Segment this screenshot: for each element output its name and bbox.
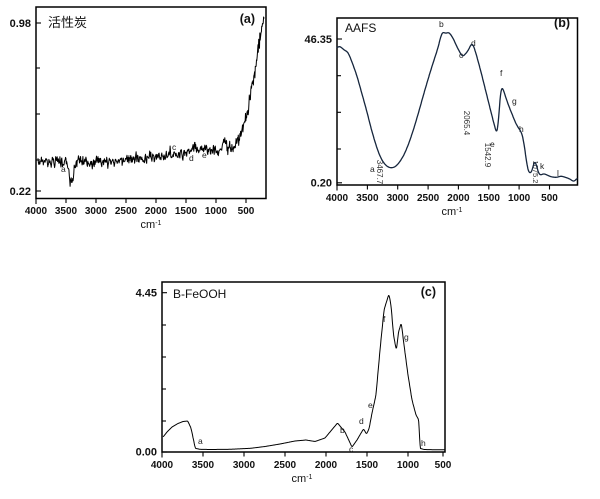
svg-text:d: d	[189, 153, 194, 163]
svg-text:2000: 2000	[315, 460, 338, 471]
svg-text:1000: 1000	[397, 460, 420, 471]
svg-text:B-FeOOH: B-FeOOH	[173, 287, 226, 301]
svg-text:3500: 3500	[55, 206, 78, 217]
svg-text:4000: 4000	[25, 206, 48, 217]
svg-text:3000: 3000	[387, 193, 410, 204]
svg-text:e: e	[202, 150, 207, 160]
svg-text:0.22: 0.22	[10, 186, 31, 198]
svg-text:a: a	[370, 164, 375, 174]
svg-text:AAFS: AAFS	[345, 21, 376, 35]
svg-text:1500: 1500	[175, 206, 198, 217]
svg-text:4000: 4000	[326, 193, 349, 204]
svg-text:a: a	[198, 436, 203, 446]
svg-text:2065.4: 2065.4	[462, 111, 471, 136]
svg-text:e: e	[368, 400, 373, 410]
svg-text:(a): (a)	[240, 12, 255, 26]
svg-text:0.00: 0.00	[136, 447, 157, 459]
svg-text:3500: 3500	[356, 193, 379, 204]
svg-text:g: g	[404, 332, 409, 342]
svg-text:4.45: 4.45	[136, 288, 157, 300]
svg-text:3000: 3000	[233, 460, 256, 471]
svg-text:(c): (c)	[421, 285, 436, 299]
svg-text:1500: 1500	[356, 460, 379, 471]
svg-text:cm-1: cm-1	[141, 219, 162, 231]
svg-text:g: g	[512, 96, 517, 106]
svg-text:d: d	[359, 416, 364, 426]
svg-text:2500: 2500	[417, 193, 440, 204]
svg-text:500: 500	[435, 460, 452, 471]
svg-text:1000: 1000	[508, 193, 531, 204]
svg-text:4000: 4000	[151, 460, 174, 471]
svg-text:3500: 3500	[192, 460, 215, 471]
svg-text:活性炭: 活性炭	[48, 15, 87, 30]
svg-text:2500: 2500	[115, 206, 138, 217]
svg-text:f: f	[500, 68, 503, 78]
svg-text:0.20: 0.20	[311, 178, 332, 190]
svg-text:c: c	[172, 142, 177, 152]
svg-text:h: h	[421, 438, 426, 448]
svg-text:46.35: 46.35	[304, 34, 332, 46]
svg-text:2500: 2500	[274, 460, 297, 471]
svg-text:1000: 1000	[205, 206, 228, 217]
svg-text:2000: 2000	[145, 206, 168, 217]
svg-text:cm-1: cm-1	[442, 206, 463, 218]
svg-text:500: 500	[541, 193, 558, 204]
svg-text:1500: 1500	[478, 193, 501, 204]
svg-text:b: b	[439, 19, 444, 29]
svg-text:2000: 2000	[447, 193, 470, 204]
svg-text:500: 500	[238, 206, 255, 217]
svg-text:(b): (b)	[554, 16, 570, 30]
svg-text:3000: 3000	[85, 206, 108, 217]
svg-text:0.98: 0.98	[10, 18, 31, 30]
svg-text:1542.9: 1542.9	[483, 143, 492, 168]
svg-text:3467.7: 3467.7	[375, 160, 384, 185]
svg-text:cm-1: cm-1	[292, 473, 313, 485]
